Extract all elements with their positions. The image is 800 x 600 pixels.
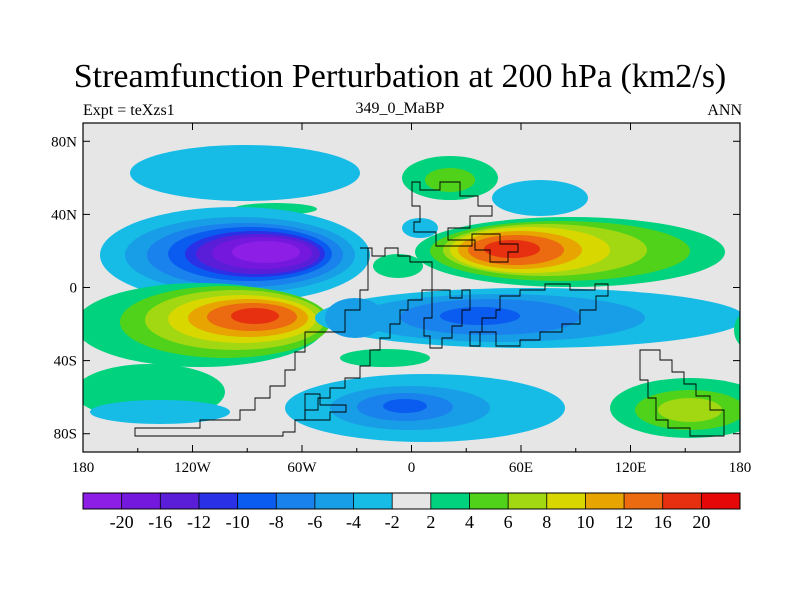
season-label: ANN bbox=[707, 102, 742, 119]
contour-neg-h bbox=[232, 241, 300, 263]
coastline-antarctic-south bbox=[304, 393, 347, 421]
colorbar-label: 4 bbox=[465, 512, 474, 532]
coastline-americas bbox=[134, 247, 433, 437]
x-tick-label: 0 bbox=[408, 460, 416, 476]
colorbar-swatch bbox=[392, 493, 432, 509]
coastline-australia bbox=[639, 349, 725, 437]
colorbar-swatch bbox=[546, 493, 586, 509]
contour-sp-right bbox=[734, 315, 740, 345]
colorbar-swatch bbox=[276, 493, 316, 509]
colorbar-frame bbox=[82, 492, 741, 510]
contour-south-blue-left bbox=[90, 400, 230, 424]
colorbar-label: 10 bbox=[576, 512, 594, 532]
colorbar-swatch bbox=[314, 493, 354, 509]
contour-pos-g bbox=[231, 308, 279, 324]
colorbar-label: 8 bbox=[542, 512, 551, 532]
colorbar-swatch bbox=[430, 493, 470, 509]
period-label: 349_0_MaBP bbox=[355, 100, 445, 117]
coastlines bbox=[134, 181, 725, 437]
colorbar-swatch bbox=[121, 493, 161, 509]
colorbar-label: 12 bbox=[615, 512, 633, 532]
contour-north-pacific-outer bbox=[130, 145, 360, 201]
colorbar-swatch bbox=[353, 493, 393, 509]
colorbar-label: -16 bbox=[148, 512, 172, 532]
colorbar-swatch bbox=[83, 493, 122, 509]
colorbar-swatch bbox=[624, 493, 664, 509]
x-tick-label: 60W bbox=[287, 460, 317, 476]
y-tick-label: 40S bbox=[54, 354, 77, 370]
colorbar-label: -12 bbox=[187, 512, 211, 532]
contour-atlantic-blue bbox=[402, 218, 438, 238]
y-tick-label: 0 bbox=[70, 281, 78, 297]
experiment-label: Expt = teXzs1 bbox=[83, 102, 175, 119]
colorbar-swatch bbox=[469, 493, 509, 509]
contour-me-g bbox=[484, 240, 540, 258]
x-tick-label: 180 bbox=[72, 460, 95, 476]
coastline-africa-eurasia bbox=[411, 181, 519, 263]
coastline-africa-south bbox=[423, 289, 471, 349]
contour-sa-d bbox=[383, 399, 427, 413]
colorbar-label: -4 bbox=[346, 512, 361, 532]
contour-fills bbox=[83, 145, 740, 442]
x-tick-label: 120W bbox=[174, 460, 212, 476]
y-tick-label: 80N bbox=[51, 134, 77, 150]
colorbar-label: 2 bbox=[426, 512, 435, 532]
contour-atl-s-blue bbox=[325, 298, 385, 338]
colorbar: -20 -16 -12 -10 -8 -6 -4 -2 2 4 6 8 10 12 16 20 bbox=[82, 492, 741, 532]
x-axis: 180 120W 60W 0 60E 120E 180 bbox=[72, 123, 752, 476]
colorbar-label: 6 bbox=[504, 512, 513, 532]
x-tick-label: 60E bbox=[509, 460, 533, 476]
contour-tropical-green bbox=[373, 254, 423, 278]
colorbar-label: -6 bbox=[307, 512, 322, 532]
y-axis: 80N 40N 0 40S 80S bbox=[51, 134, 740, 443]
contour-siberia bbox=[492, 180, 588, 216]
colorbar-label: 16 bbox=[654, 512, 672, 532]
contour-green-40s bbox=[340, 349, 430, 367]
colorbar-label: -10 bbox=[226, 512, 250, 532]
contour-arctic-asia-core bbox=[425, 168, 475, 192]
colorbar-label: -20 bbox=[110, 512, 134, 532]
contour-sp-c bbox=[658, 398, 722, 422]
x-tick-label: 120E bbox=[615, 460, 647, 476]
colorbar-swatch bbox=[160, 493, 200, 509]
colorbar-swatch bbox=[701, 493, 741, 509]
colorbar-swatch bbox=[508, 493, 548, 509]
y-tick-label: 80S bbox=[54, 427, 77, 443]
colorbar-swatch bbox=[237, 493, 277, 509]
colorbar-label: 20 bbox=[692, 512, 710, 532]
chart-title: Streamfunction Perturbation at 200 hPa (… bbox=[73, 58, 727, 95]
x-tick-label: 180 bbox=[729, 460, 752, 476]
colorbar-label: -8 bbox=[269, 512, 284, 532]
coastline-asia-south bbox=[469, 283, 609, 347]
colorbar-swatch bbox=[198, 493, 238, 509]
colorbar-label: -2 bbox=[385, 512, 400, 532]
colorbar-swatch bbox=[585, 493, 625, 509]
contour-io-d bbox=[440, 307, 520, 325]
y-tick-label: 40N bbox=[51, 207, 77, 223]
colorbar-swatch bbox=[662, 493, 702, 509]
